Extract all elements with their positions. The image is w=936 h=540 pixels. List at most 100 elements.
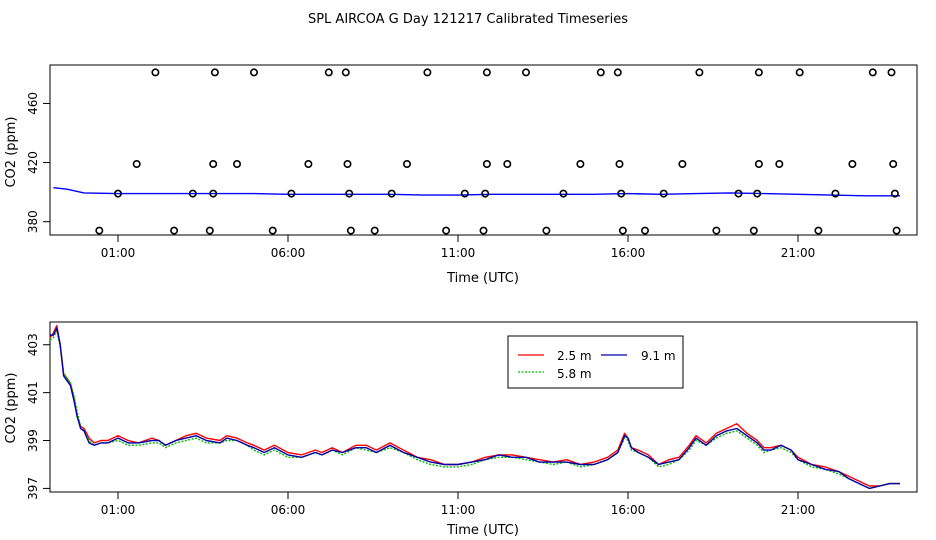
lower-series-layer <box>49 324 900 490</box>
upper-data-point <box>151 68 160 77</box>
lower-y-tick-label: 399 <box>26 429 40 452</box>
upper-data-point <box>678 160 687 169</box>
lower-x-tick-label: 21:00 <box>781 503 816 517</box>
upper-x-tick-label: 16:00 <box>611 246 646 260</box>
upper-data-point <box>209 189 218 198</box>
upper-y-axis-title: CO2 (ppm) <box>4 116 19 187</box>
upper-data-point <box>754 68 763 77</box>
upper-data-point <box>345 189 354 198</box>
lower-x-axis-title: Time (UTC) <box>446 523 519 538</box>
upper-data-point <box>596 68 605 77</box>
upper-data-point <box>209 160 218 169</box>
upper-y-axis: 380 420 460 <box>26 92 50 233</box>
upper-data-point <box>341 68 350 77</box>
upper-y-tick-label: 420 <box>26 151 40 174</box>
lower-plot-frame <box>49 321 918 493</box>
lower-x-tick-label: 01:00 <box>101 503 136 517</box>
upper-data-point <box>775 160 784 169</box>
upper-data-point <box>753 189 762 198</box>
lower-x-axis: 01:00 06:00 11:00 16:00 21:00 <box>101 492 816 517</box>
upper-data-point <box>659 189 668 198</box>
upper-data-point <box>423 68 432 77</box>
upper-data-point <box>188 189 197 198</box>
upper-data-point <box>205 226 214 235</box>
lower-panel: 01:00 06:00 11:00 16:00 21:00 397 399 401 403 T… <box>4 321 918 538</box>
upper-data-point <box>233 160 242 169</box>
upper-data-point <box>887 68 896 77</box>
upper-series-layer <box>53 187 900 197</box>
upper-data-point <box>481 189 490 198</box>
upper-panel: 01:00 06:00 11:00 16:00 21:00 380 420 460 Time… <box>4 64 918 286</box>
legend-label-2-5m: 2.5 m <box>557 349 592 363</box>
legend-label-5-8m: 5.8 m <box>557 367 592 381</box>
lower-y-axis-title: CO2 (ppm) <box>4 372 19 443</box>
upper-data-point <box>890 189 899 198</box>
upper-x-tick-label: 11:00 <box>441 246 476 260</box>
upper-data-point <box>250 68 259 77</box>
upper-data-point <box>210 68 219 77</box>
lower-y-axis: 397 399 401 403 <box>26 333 50 500</box>
upper-data-point <box>618 226 627 235</box>
upper-data-point <box>521 68 530 77</box>
upper-points-layer <box>95 68 901 235</box>
lower-x-tick-label: 16:00 <box>611 503 646 517</box>
upper-data-point <box>712 226 721 235</box>
upper-data-point <box>460 189 469 198</box>
upper-data-point <box>559 189 568 198</box>
upper-data-point <box>695 68 704 77</box>
lower-y-tick-label: 397 <box>26 477 40 500</box>
upper-data-point <box>268 226 277 235</box>
upper-data-point <box>170 226 179 235</box>
upper-data-point <box>503 160 512 169</box>
upper-data-point <box>615 160 624 169</box>
upper-data-point <box>576 160 585 169</box>
upper-data-point <box>814 226 823 235</box>
lower-y-tick-label: 401 <box>26 381 40 404</box>
upper-data-point <box>542 226 551 235</box>
lower-x-tick-label: 06:00 <box>271 503 306 517</box>
legend-label-9-1m: 9.1 m <box>641 349 676 363</box>
figure-title: SPL AIRCOA G Day 121217 Calibrated Times… <box>308 12 628 27</box>
upper-series-line-0 <box>53 187 900 197</box>
lower-series-line-9-1-m <box>50 327 900 490</box>
upper-data-point <box>734 189 743 198</box>
upper-x-tick-label: 06:00 <box>271 246 306 260</box>
upper-data-point <box>324 68 333 77</box>
upper-data-point <box>482 68 491 77</box>
upper-x-tick-label: 01:00 <box>101 246 136 260</box>
upper-data-point <box>346 226 355 235</box>
lower-series-line-2-5-m <box>49 324 900 487</box>
upper-data-point <box>613 68 622 77</box>
upper-data-point <box>754 160 763 169</box>
legend: 2.5 m 5.8 m 9.1 m <box>507 335 684 389</box>
upper-data-point <box>868 68 877 77</box>
upper-data-point <box>114 189 123 198</box>
upper-data-point <box>370 226 379 235</box>
upper-data-point <box>132 160 141 169</box>
upper-data-point <box>889 160 898 169</box>
upper-x-tick-label: 21:00 <box>781 246 816 260</box>
upper-data-point <box>304 160 313 169</box>
upper-y-tick-label: 460 <box>26 92 40 115</box>
lower-x-tick-label: 11:00 <box>441 503 476 517</box>
lower-y-tick-label: 403 <box>26 333 40 356</box>
upper-data-point <box>831 189 840 198</box>
upper-data-point <box>442 226 451 235</box>
upper-data-point <box>749 226 758 235</box>
upper-x-axis: 01:00 06:00 11:00 16:00 21:00 <box>101 235 816 260</box>
upper-data-point <box>482 160 491 169</box>
upper-plot-frame <box>49 64 918 236</box>
upper-data-point <box>343 160 352 169</box>
lower-series-line-5-8-m <box>49 329 900 490</box>
upper-x-axis-title: Time (UTC) <box>446 271 519 286</box>
upper-data-point <box>640 226 649 235</box>
upper-data-point <box>387 189 396 198</box>
upper-data-point <box>95 226 104 235</box>
upper-data-point <box>402 160 411 169</box>
upper-data-point <box>848 160 857 169</box>
upper-data-point <box>287 189 296 198</box>
upper-y-tick-label: 380 <box>26 210 40 233</box>
legend-box <box>507 335 684 389</box>
upper-data-point <box>617 189 626 198</box>
